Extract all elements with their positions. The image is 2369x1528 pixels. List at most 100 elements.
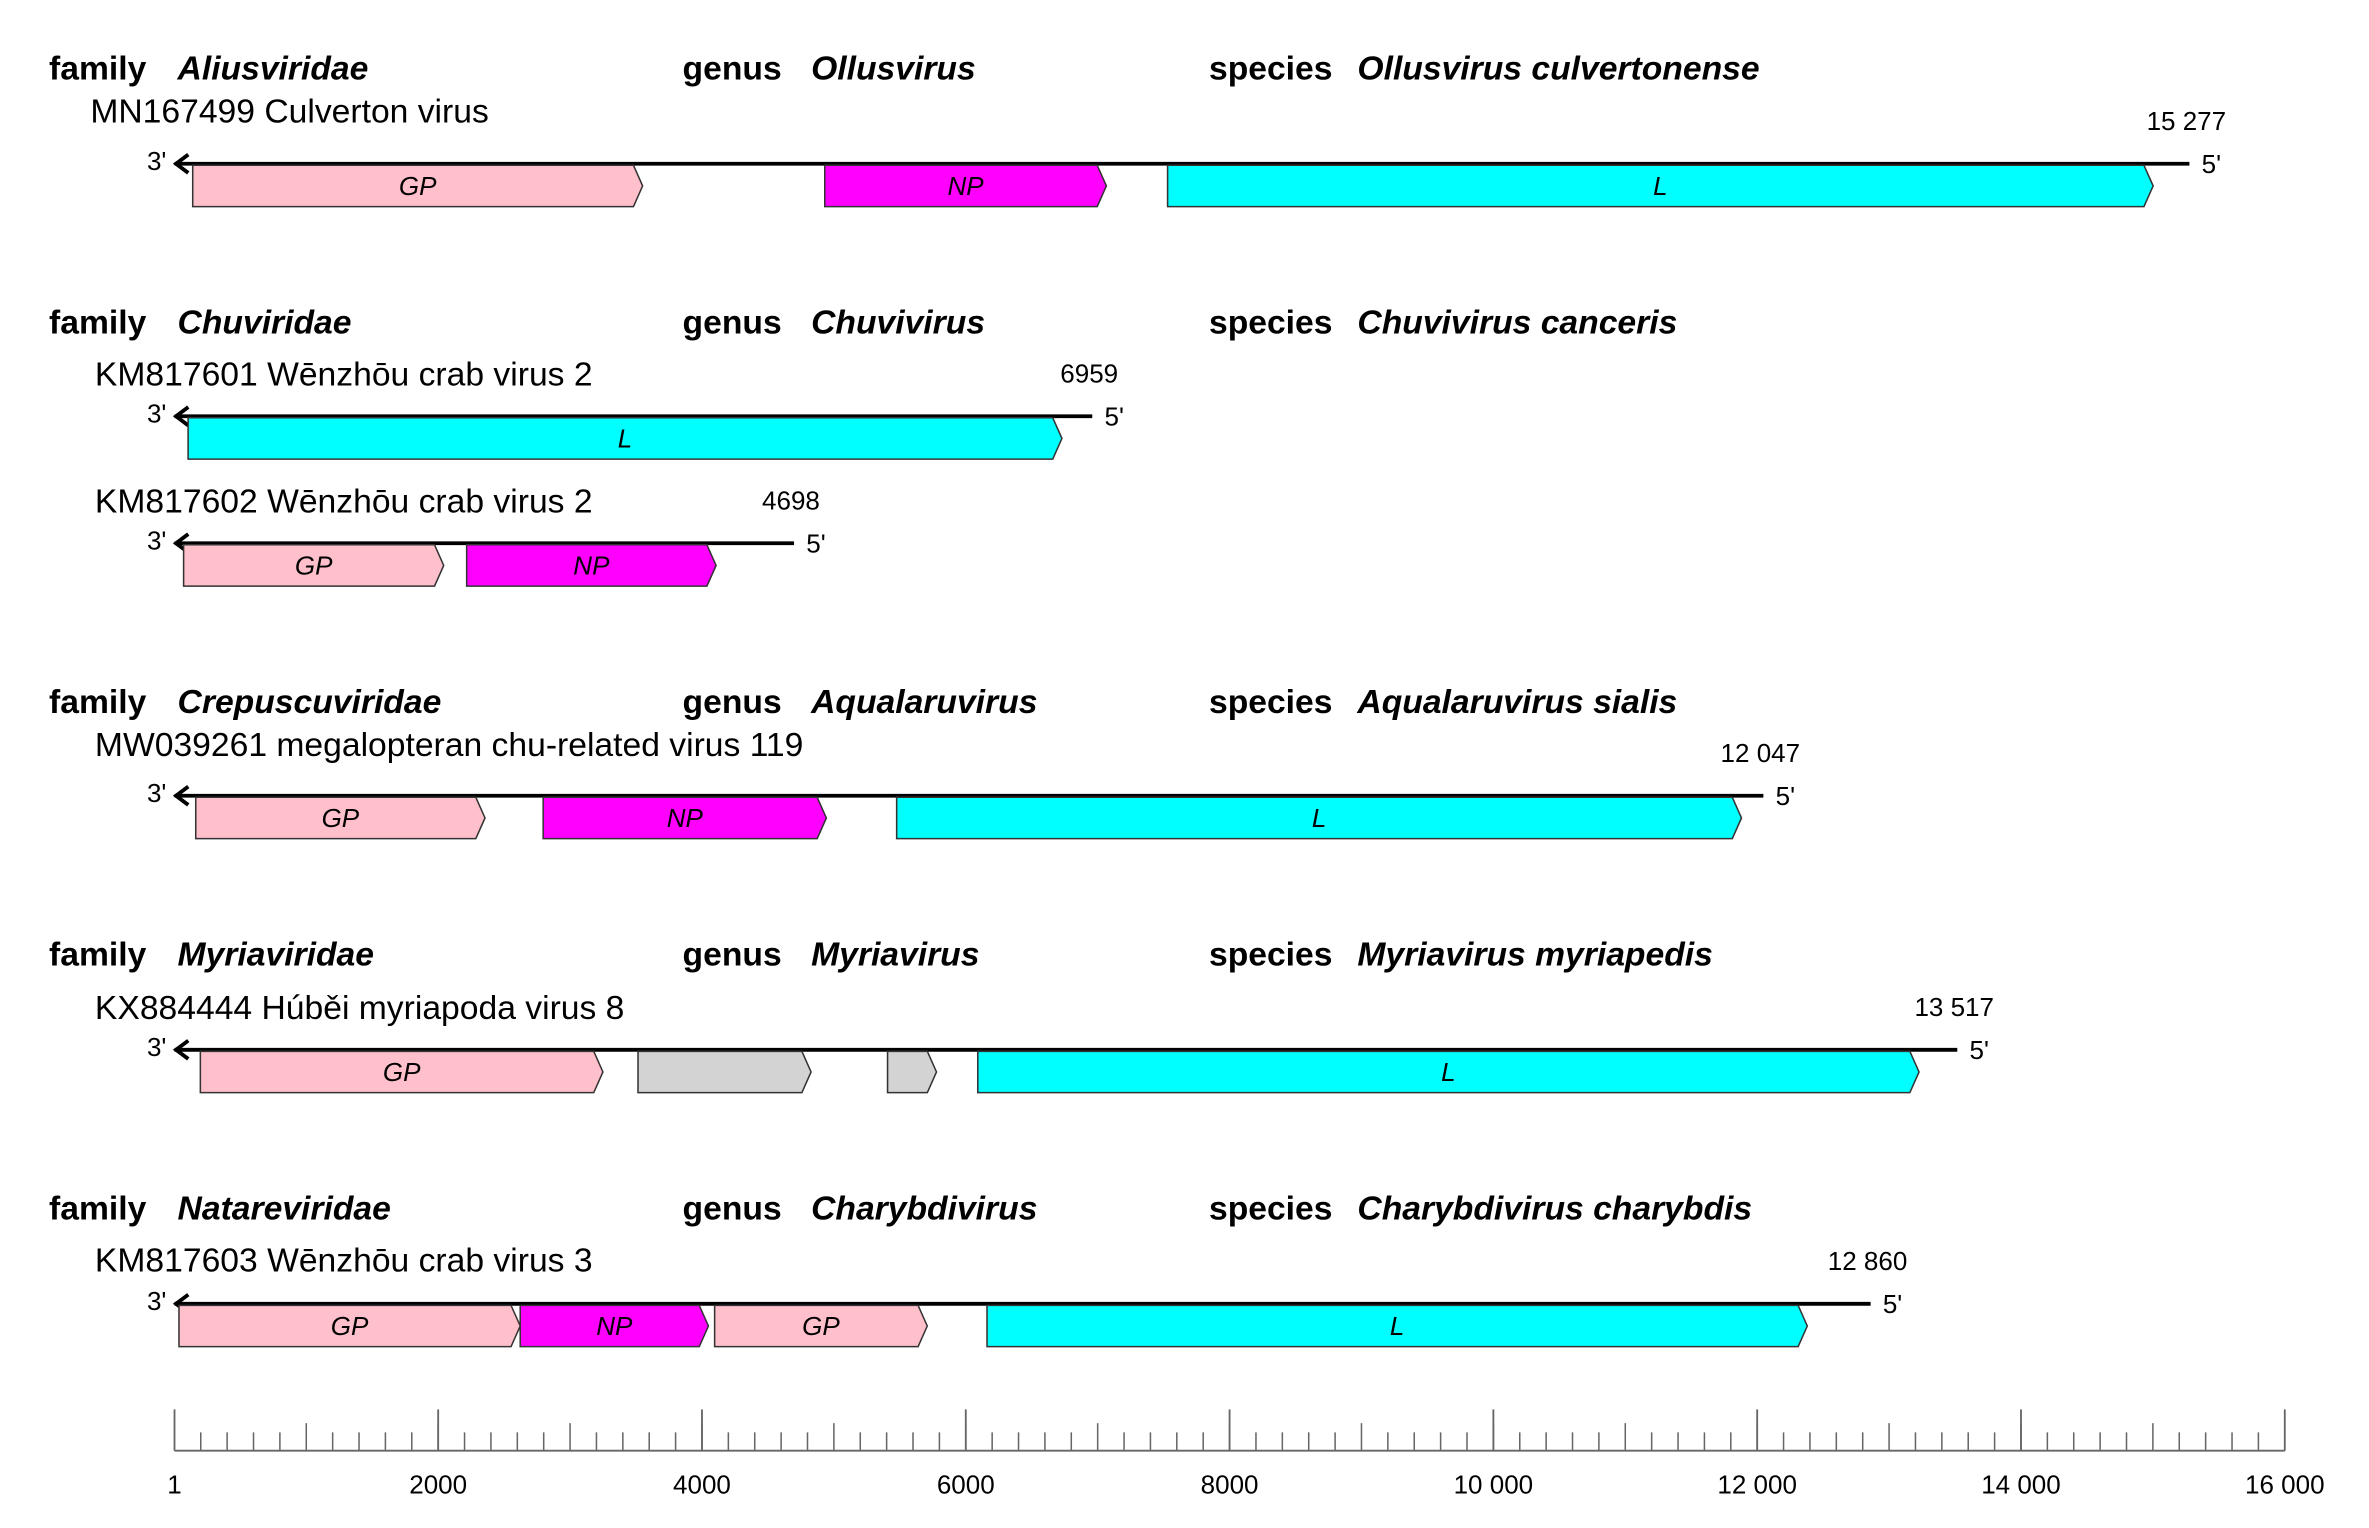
segment-name: KM817601 Wēnzhōu crab virus 2 xyxy=(95,357,593,394)
rank-label: species xyxy=(1209,684,1333,721)
scale-label: 12 000 xyxy=(1717,1470,1797,1500)
end-5: 5' xyxy=(1105,401,1124,431)
gene xyxy=(194,796,486,840)
gene-label: GP xyxy=(383,1057,421,1087)
segment-length: 15 277 xyxy=(2147,106,2227,136)
gene-label: L xyxy=(1441,1057,1455,1087)
species-name: Myriavirus myriapedis xyxy=(1357,937,1712,974)
gene-label: NP xyxy=(667,803,704,833)
gene xyxy=(519,1304,710,1348)
gene-label: L xyxy=(1312,803,1326,833)
rank-label: family xyxy=(49,684,147,721)
gene xyxy=(824,164,1108,208)
species-name: Aqualaruvirus sialis xyxy=(1356,684,1677,721)
segment-name: MW039261 megalopteran chu-related virus … xyxy=(95,727,803,764)
gene-label: GP xyxy=(295,551,333,581)
end-3: 3' xyxy=(147,778,166,808)
gene-label: GP xyxy=(322,803,360,833)
end-5: 5' xyxy=(2202,149,2221,179)
gene xyxy=(191,164,644,208)
genus-name: Myriavirus xyxy=(811,937,979,974)
rank-label: family xyxy=(49,1191,147,1228)
gene xyxy=(637,1050,812,1094)
arrow-head xyxy=(172,405,190,427)
rank-label: species xyxy=(1209,305,1333,342)
scale-label: 4000 xyxy=(673,1470,731,1500)
gene xyxy=(178,1304,522,1348)
scale-label: 1 xyxy=(167,1470,181,1500)
gene xyxy=(1166,164,2154,208)
segment-length: 12 860 xyxy=(1828,1246,1908,1276)
gene xyxy=(977,1050,1920,1094)
rank-label: species xyxy=(1209,937,1333,974)
rank-label: family xyxy=(49,51,147,88)
scale-label: 14 000 xyxy=(1981,1470,2061,1500)
segment-name: KX884444 Húběi myriapoda virus 8 xyxy=(95,990,624,1027)
species-name: Chuvivirus canceris xyxy=(1357,305,1677,342)
rank-label: genus xyxy=(683,1191,782,1228)
gene-label: NP xyxy=(596,1311,633,1341)
gene xyxy=(986,1304,1809,1348)
genus-name: Aqualaruvirus xyxy=(810,684,1037,721)
end-3: 3' xyxy=(147,398,166,428)
gene-label: NP xyxy=(948,171,985,201)
gene-label: GP xyxy=(802,1311,840,1341)
gene xyxy=(199,1050,604,1094)
rank-label: genus xyxy=(683,51,782,88)
end-3: 3' xyxy=(147,1032,166,1062)
arrow-head xyxy=(172,153,190,175)
rank-label: species xyxy=(1209,1191,1333,1228)
rank-label: family xyxy=(49,937,147,974)
rank-label: species xyxy=(1209,51,1333,88)
family-name: Chuviridae xyxy=(178,305,352,342)
segment-length: 12 047 xyxy=(1721,738,1801,768)
gene-label: GP xyxy=(331,1311,369,1341)
genus-name: Ollusvirus xyxy=(811,51,976,88)
gene-label: L xyxy=(618,424,632,454)
family-name: Natareviridae xyxy=(178,1191,391,1228)
segment-length: 4698 xyxy=(762,486,820,516)
scale-label: 16 000 xyxy=(2245,1470,2325,1500)
scale-label: 10 000 xyxy=(1454,1470,1534,1500)
arrow-head xyxy=(172,1039,190,1061)
gene-label: L xyxy=(1390,1311,1404,1341)
segment-name: MN167499 Culverton virus xyxy=(90,93,488,130)
gene xyxy=(542,796,828,840)
family-name: Myriaviridae xyxy=(178,937,374,974)
end-5: 5' xyxy=(806,528,825,558)
rank-label: genus xyxy=(683,305,782,342)
segment-length: 6959 xyxy=(1060,359,1118,389)
gene-label: NP xyxy=(573,551,610,581)
scale-label: 8000 xyxy=(1201,1470,1259,1500)
end-3: 3' xyxy=(147,146,166,176)
gene-label: L xyxy=(1653,171,1667,201)
end-5: 5' xyxy=(1883,1289,1902,1319)
genus-name: Charybdivirus xyxy=(811,1191,1037,1228)
segment-name: KM817603 Wēnzhōu crab virus 3 xyxy=(95,1243,593,1280)
family-name: Aliusviridae xyxy=(177,51,369,88)
genus-name: Chuvivirus xyxy=(811,305,985,342)
rank-label: genus xyxy=(683,937,782,974)
rank-label: family xyxy=(49,305,147,342)
segment-length: 13 517 xyxy=(1914,992,1994,1022)
scale-label: 2000 xyxy=(409,1470,467,1500)
gene xyxy=(886,1050,938,1094)
end-3: 3' xyxy=(147,1286,166,1316)
rank-label: genus xyxy=(683,684,782,721)
end-5: 5' xyxy=(1776,781,1795,811)
gene xyxy=(187,417,1063,460)
species-name: Charybdivirus charybdis xyxy=(1357,1191,1752,1228)
gene xyxy=(465,544,717,587)
gene xyxy=(713,1304,929,1348)
scale-label: 6000 xyxy=(937,1470,995,1500)
gene-label: GP xyxy=(399,171,437,201)
gene xyxy=(182,544,445,587)
end-3: 3' xyxy=(147,525,166,555)
family-name: Crepuscuviridae xyxy=(178,684,442,721)
species-name: Ollusvirus culvertonense xyxy=(1357,51,1759,88)
segment-name: KM817602 Wēnzhōu crab virus 2 xyxy=(95,484,593,521)
end-5: 5' xyxy=(1970,1035,1989,1065)
arrow-head xyxy=(172,785,190,807)
gene xyxy=(895,796,1743,840)
